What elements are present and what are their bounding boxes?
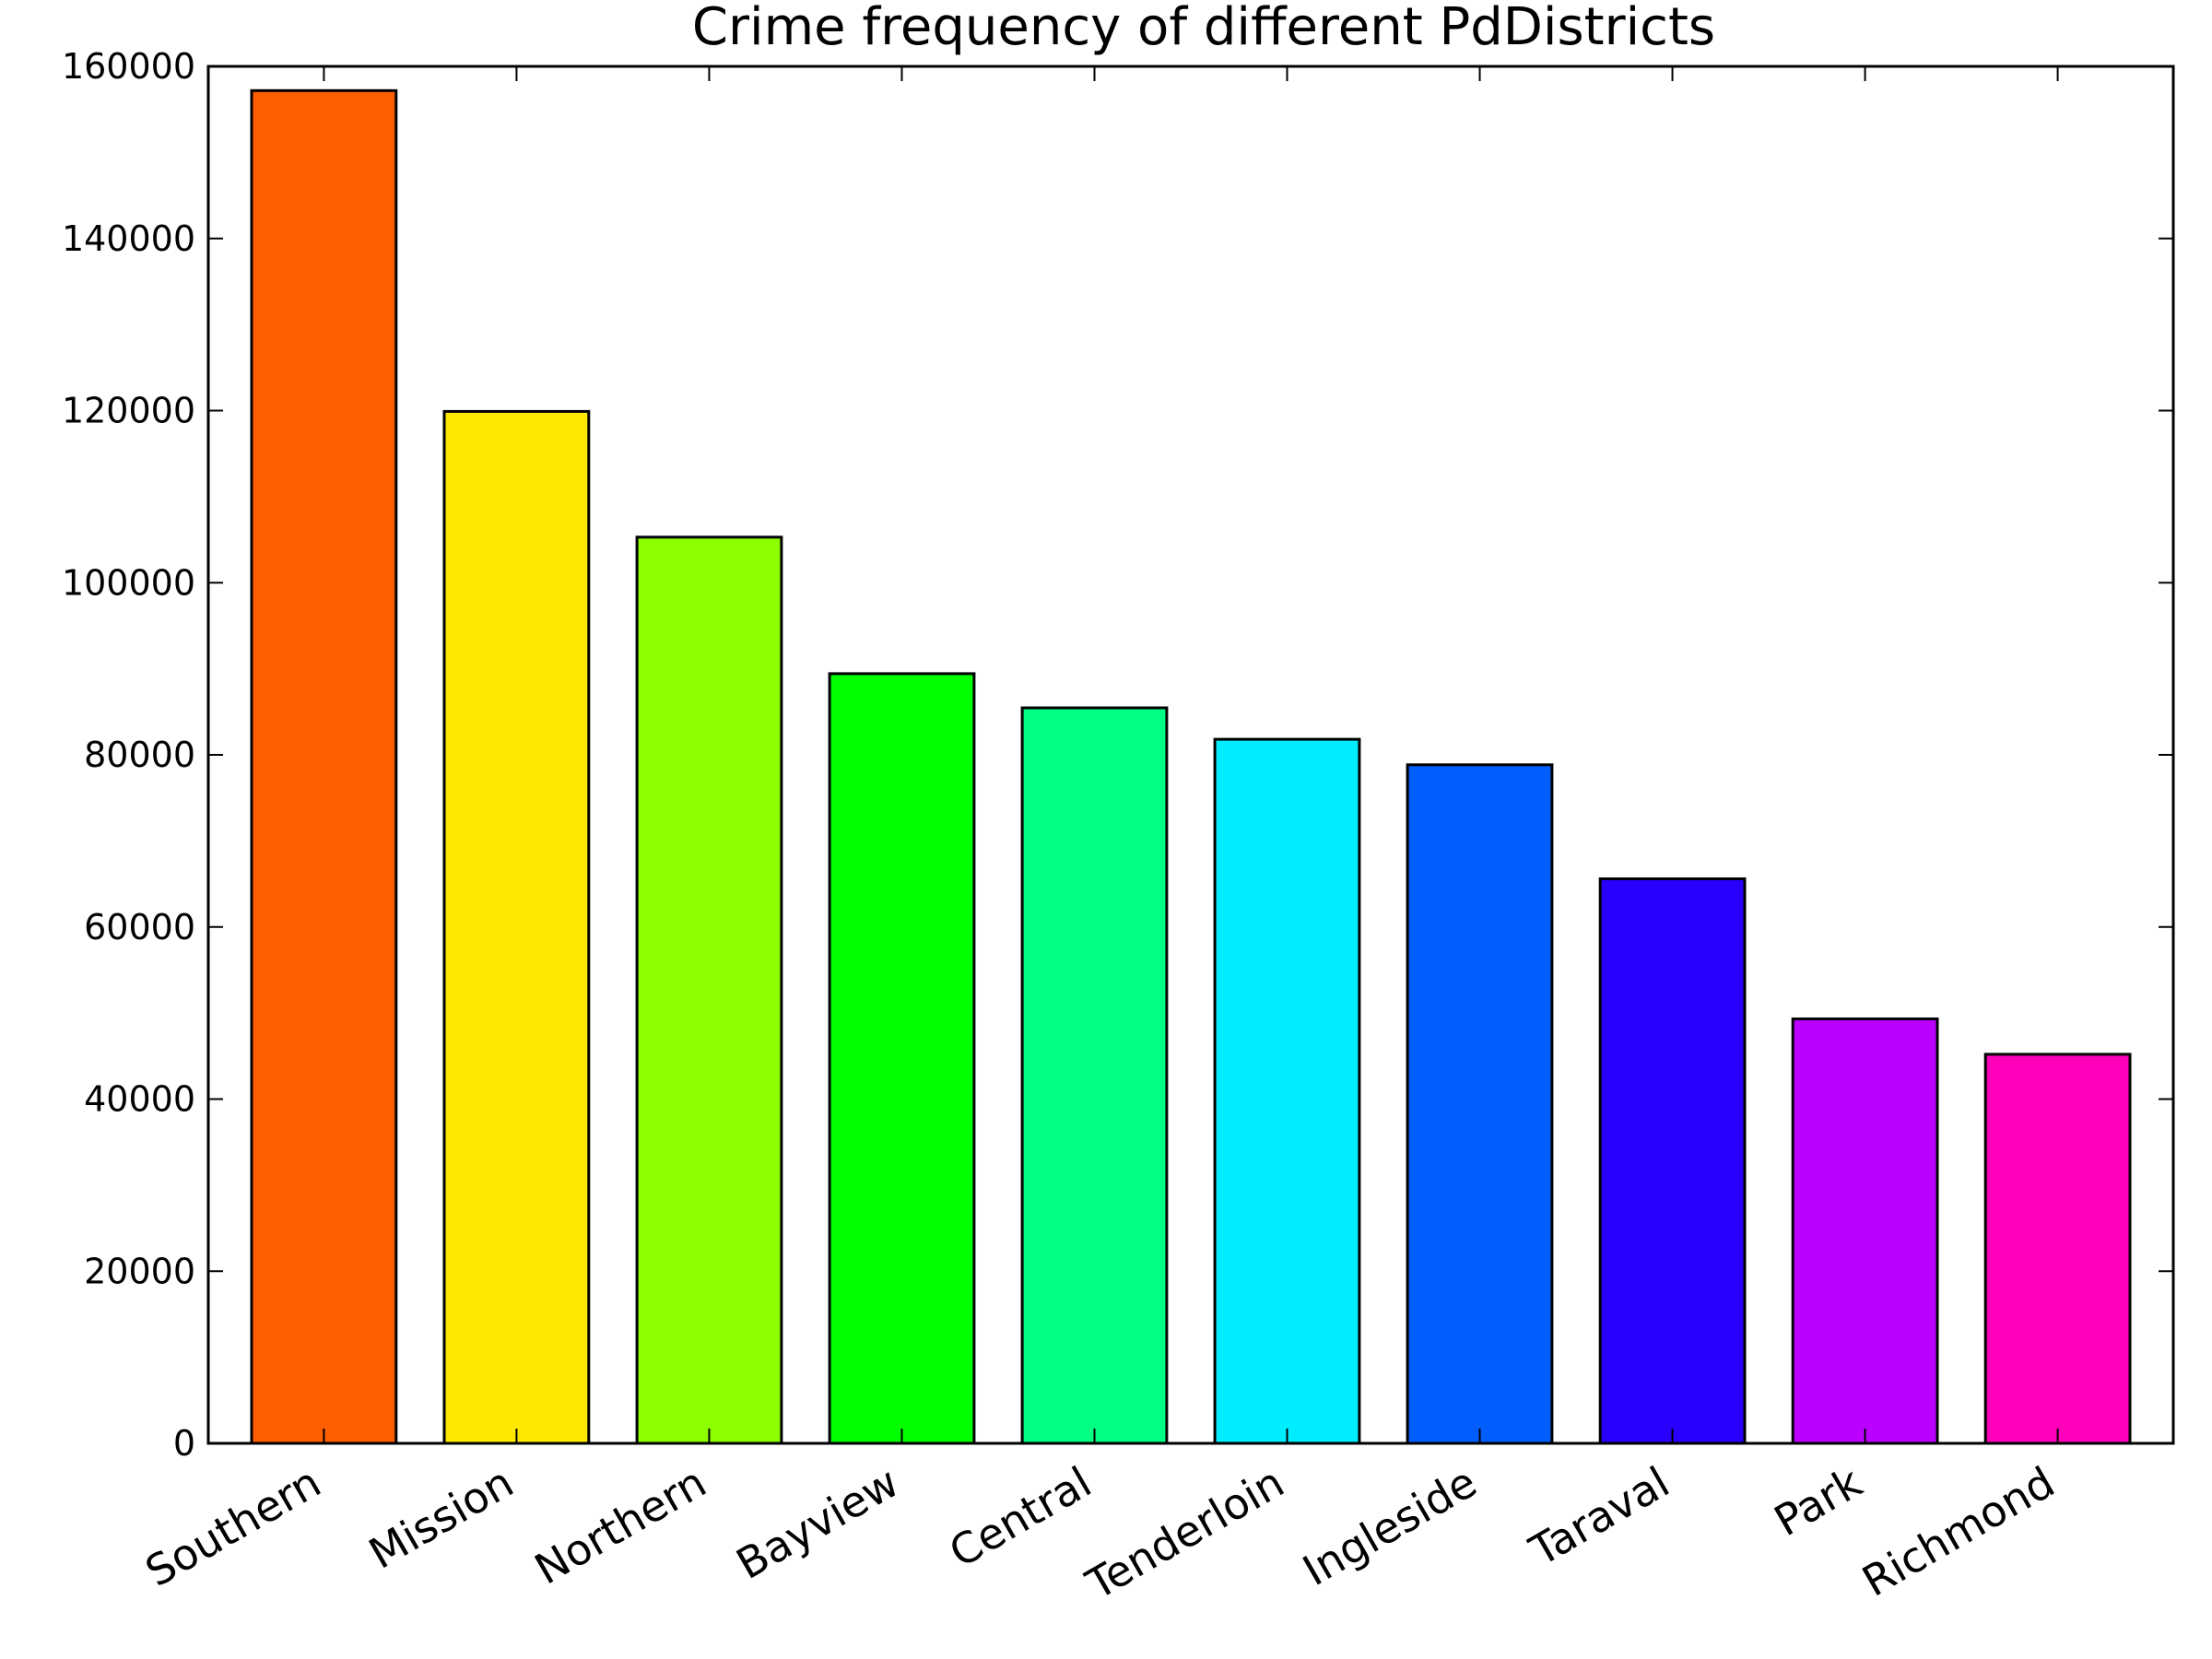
bar-tenderloin — [1213, 737, 1361, 1445]
x-tick-label-mission: Mission — [360, 1457, 522, 1579]
y-tick-label: 160000 — [62, 46, 195, 87]
bar-ingleside — [1406, 763, 1554, 1445]
y-tick-label: 100000 — [62, 562, 195, 603]
ticks-layer — [208, 65, 2173, 1444]
bar-central — [1020, 706, 1169, 1445]
bar-park — [1791, 1018, 1939, 1445]
bars-layer — [250, 88, 2132, 1445]
y-tick-label: 80000 — [84, 735, 195, 775]
y-tick-label: 60000 — [84, 907, 195, 947]
x-tick-label-tenderloin: Tenderloin — [1077, 1457, 1292, 1610]
x-tick-label-park: Park — [1766, 1457, 1870, 1547]
bar-richmond — [1983, 1053, 2132, 1445]
y-tick-label: 0 — [173, 1423, 195, 1464]
bar-mission — [442, 409, 591, 1445]
x-tick-label-northern: Northern — [526, 1457, 714, 1594]
bar-bayview — [828, 672, 976, 1445]
x-tick-label-bayview: Bayview — [728, 1457, 907, 1589]
y-tick-label: 20000 — [84, 1251, 195, 1291]
bar-taraval — [1598, 877, 1747, 1445]
x-tick-label-southern: Southern — [137, 1457, 329, 1596]
y-tick-label: 40000 — [84, 1079, 195, 1120]
x-tick-label-taraval: Taraval — [1521, 1457, 1677, 1576]
bar-southern — [250, 88, 398, 1445]
y-tick-label: 120000 — [62, 391, 195, 431]
y-tick-label: 140000 — [62, 218, 195, 259]
x-tick-label-central: Central — [941, 1457, 1100, 1578]
chart-title: Crime frequency of different PdDistricts — [692, 0, 1715, 57]
x-tick-label-ingleside: Ingleside — [1295, 1457, 1485, 1595]
bar-northern — [635, 535, 783, 1445]
x-tick-label-richmond: Richmond — [1853, 1457, 2063, 1606]
